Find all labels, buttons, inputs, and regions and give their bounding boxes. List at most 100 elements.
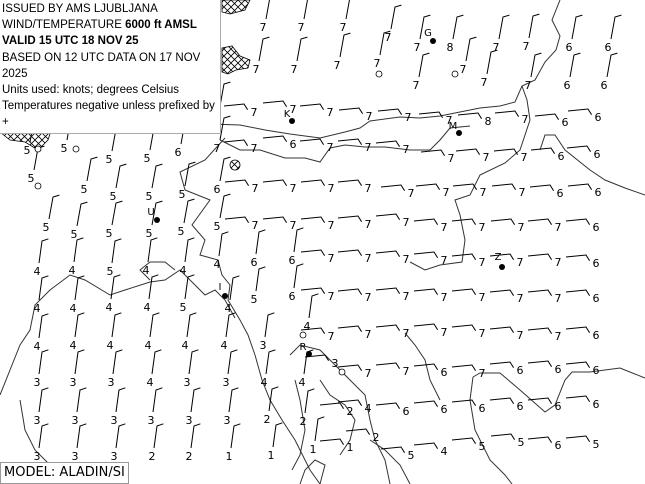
wind-barb: [293, 227, 304, 253]
wind-barb: [86, 156, 98, 182]
temperature-value: 7: [327, 141, 334, 154]
wind-barb: [527, 360, 553, 367]
temperature-value: 7: [290, 103, 297, 116]
temperature-value: 6: [601, 79, 608, 92]
temperature-value: 7: [405, 111, 412, 124]
temperature-value: 5: [146, 227, 153, 240]
temperature-value: 7: [214, 142, 221, 155]
wind-barb: [413, 363, 439, 370]
temperature-value: 6: [214, 183, 221, 196]
wind-barb: [530, 147, 556, 154]
wind-barbs: [29, 0, 622, 453]
temperature-value: 3: [34, 414, 41, 427]
temperature-value: 7: [517, 256, 524, 269]
temperature-value: 6: [605, 41, 612, 54]
wind-barb: [258, 36, 270, 62]
temperature-value: 3: [108, 376, 115, 389]
temperature-value: 7: [327, 106, 334, 119]
temperature-value: 6: [566, 41, 573, 54]
temperature-value: 6: [593, 398, 600, 411]
wind-barb: [224, 216, 250, 223]
temperature-value: 7: [403, 365, 410, 378]
station-circles: [34, 70, 459, 376]
wind-barb: [529, 184, 555, 191]
wind-barb: [567, 183, 593, 190]
temperature-value: 1: [226, 450, 233, 463]
temperature-value: 3: [184, 376, 191, 389]
city-label: R: [300, 342, 307, 353]
temperature-value: 7: [443, 186, 450, 199]
temperature-value: 7: [521, 151, 528, 164]
wind-barb: [110, 274, 121, 300]
temperature-value: 7: [298, 21, 305, 34]
temperature-value: 4: [144, 301, 151, 314]
wind-barb: [375, 213, 401, 220]
temperature-value: 4: [182, 339, 189, 352]
wind-barb: [451, 324, 477, 331]
wind-barb: [188, 349, 199, 375]
temperature-value: 6: [593, 364, 600, 377]
wind-barb: [451, 253, 477, 260]
wind-barb: [151, 163, 163, 189]
wind-barb: [490, 218, 516, 225]
city-markers: G K M U I Z R: [147, 28, 505, 357]
wind-barb: [184, 237, 195, 263]
wind-barb: [262, 216, 288, 223]
wind-barb: [190, 387, 201, 413]
product-line: WIND/TEMPERATURE 6000 ft AMSL: [2, 17, 220, 33]
product-prefix: WIND/TEMPERATURE: [2, 19, 126, 32]
model-label: MODEL: ALADIN/SI: [0, 462, 129, 484]
wind-barb: [498, 14, 510, 40]
temperature-value: 7: [517, 292, 524, 305]
temperature-value: 4: [34, 340, 41, 353]
temperature-value: 7: [479, 327, 486, 340]
temperature-value: 7: [328, 330, 335, 343]
temperature-value: 4: [147, 376, 154, 389]
wind-barb: [148, 274, 159, 300]
temperature-value: 7: [446, 114, 453, 127]
wind-barb: [184, 274, 195, 300]
wind-barb: [319, 438, 345, 445]
wind-barb: [527, 397, 553, 404]
temperature-value: 7: [252, 182, 259, 195]
temperature-value: 3: [34, 376, 41, 389]
temperature-value: 7: [441, 326, 448, 339]
wind-barb: [300, 179, 326, 186]
temperature-value: 6: [403, 405, 410, 418]
temperature-value: 7: [251, 106, 258, 119]
wind-barb: [219, 115, 231, 141]
temperature-value: 6: [594, 148, 601, 161]
wind-barb: [74, 349, 85, 375]
wind-barb: [345, 428, 371, 435]
temperature-value: 7: [555, 221, 562, 234]
temperature-value: 7: [251, 142, 258, 155]
wind-barb: [494, 110, 520, 117]
temperature-value: 5: [71, 228, 78, 241]
temperature-value: 6: [289, 254, 296, 267]
station-circle: [451, 70, 459, 78]
temperature-value: 7: [290, 219, 297, 232]
temperature-value: 4: [69, 264, 76, 277]
temperature-value: 2: [149, 450, 156, 463]
temperature-value: 6: [557, 187, 564, 200]
temperature-value: 7: [365, 328, 372, 341]
temperature-value: 4: [34, 302, 41, 315]
temperature-value: 3: [224, 414, 231, 427]
temperature-value: 5: [146, 190, 153, 203]
temperature-value: 5: [180, 301, 187, 314]
city-label: K: [284, 109, 291, 120]
temperature-value: 5: [110, 190, 117, 203]
temperature-value: 7: [555, 330, 562, 343]
temperature-value: 7: [403, 143, 410, 156]
wind-barb: [420, 149, 446, 156]
temperature-value: 7: [403, 216, 410, 229]
wind-barb: [534, 113, 560, 120]
temperature-value: 7: [479, 221, 486, 234]
city-label: G: [424, 28, 432, 39]
wind-barb: [300, 216, 326, 223]
wind-barb: [465, 36, 477, 62]
station-circle: [299, 331, 307, 339]
wind-barb: [493, 148, 519, 155]
temperature-value: 4: [106, 301, 113, 314]
